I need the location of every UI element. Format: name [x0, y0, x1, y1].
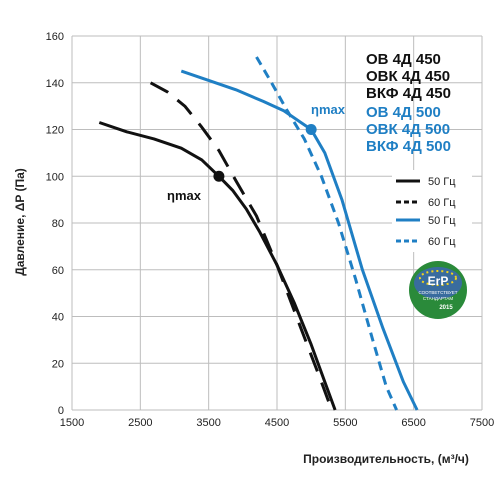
badge-sub-text: СТАНДАРТАМ: [423, 296, 453, 301]
y-axis-title: Давление, ΔP (Па): [13, 168, 27, 276]
badge-main-text: ErP: [428, 274, 449, 288]
y-tick-label: 140: [46, 78, 64, 90]
model-list-500: ОВ 4Д 500 ОВК 4Д 500 ВКФ 4Д 500: [366, 104, 451, 155]
badge-sub-text: СООТВЕТСТВУЕТ: [419, 290, 458, 295]
x-axis-title: Производительность, (м³/ч): [303, 452, 469, 466]
model-list-450: ОВ 4Д 450 ОВК 4Д 450 ВКФ 4Д 450: [366, 51, 451, 102]
y-tick-label: 120: [46, 125, 64, 137]
series-line-450-60hz: [149, 81, 334, 411]
peak-label-500: ηmax: [311, 102, 346, 117]
model-label: ОВ 4Д 500: [366, 104, 441, 121]
model-label: ОВК 4Д 450: [366, 68, 450, 85]
y-tick-label: 60: [52, 265, 64, 277]
y-tick-label: 100: [46, 171, 64, 183]
model-label: ОВ 4Д 450: [366, 51, 441, 68]
y-tick-label: 20: [52, 358, 64, 370]
badge-globe-highlight: [414, 267, 462, 299]
legend-box: [392, 170, 472, 252]
legend: 50 Гц 60 Гц 50 Гц 60 Гц: [392, 170, 472, 252]
model-label: ВКФ 4Д 500: [366, 138, 451, 155]
legend-label: 50 Гц: [428, 215, 456, 227]
x-tick-label: 4500: [265, 417, 289, 429]
legend-label: 60 Гц: [428, 197, 456, 209]
y-tick-label: 40: [52, 312, 64, 324]
badge-star-ring-icon: [419, 270, 457, 286]
x-tick-label: 6500: [401, 417, 425, 429]
y-tick-label: 160: [46, 31, 64, 43]
legend-label: 50 Гц: [428, 176, 456, 188]
peak-label-450: ηmax: [167, 188, 202, 203]
peak-marker-450: [213, 170, 225, 182]
x-tick-label: 1500: [60, 417, 84, 429]
x-tick-label: 5500: [333, 417, 357, 429]
series-line-450-50hz: [98, 121, 337, 411]
erp-badge: ErP СООТВЕТСТВУЕТ СТАНДАРТАМ 2015: [409, 261, 467, 319]
axis-ticks: 1500 2500 3500 4500 5500 6500 7500 0 20 40 60 80 100…: [46, 31, 495, 429]
legend-label: 60 Гц: [428, 236, 456, 248]
peak-marker-500: [305, 124, 317, 135]
y-tick-label: 80: [52, 218, 64, 230]
y-tick-label: 0: [58, 405, 64, 417]
model-label: ВКФ 4Д 450: [366, 85, 451, 102]
peak-markers: [213, 124, 317, 182]
x-tick-label: 3500: [196, 417, 220, 429]
badge-year: 2015: [439, 305, 453, 311]
model-label: ОВК 4Д 500: [366, 121, 450, 138]
series-line-500-60hz: [255, 56, 398, 411]
x-tick-label: 2500: [128, 417, 152, 429]
x-tick-label: 7500: [470, 417, 494, 429]
